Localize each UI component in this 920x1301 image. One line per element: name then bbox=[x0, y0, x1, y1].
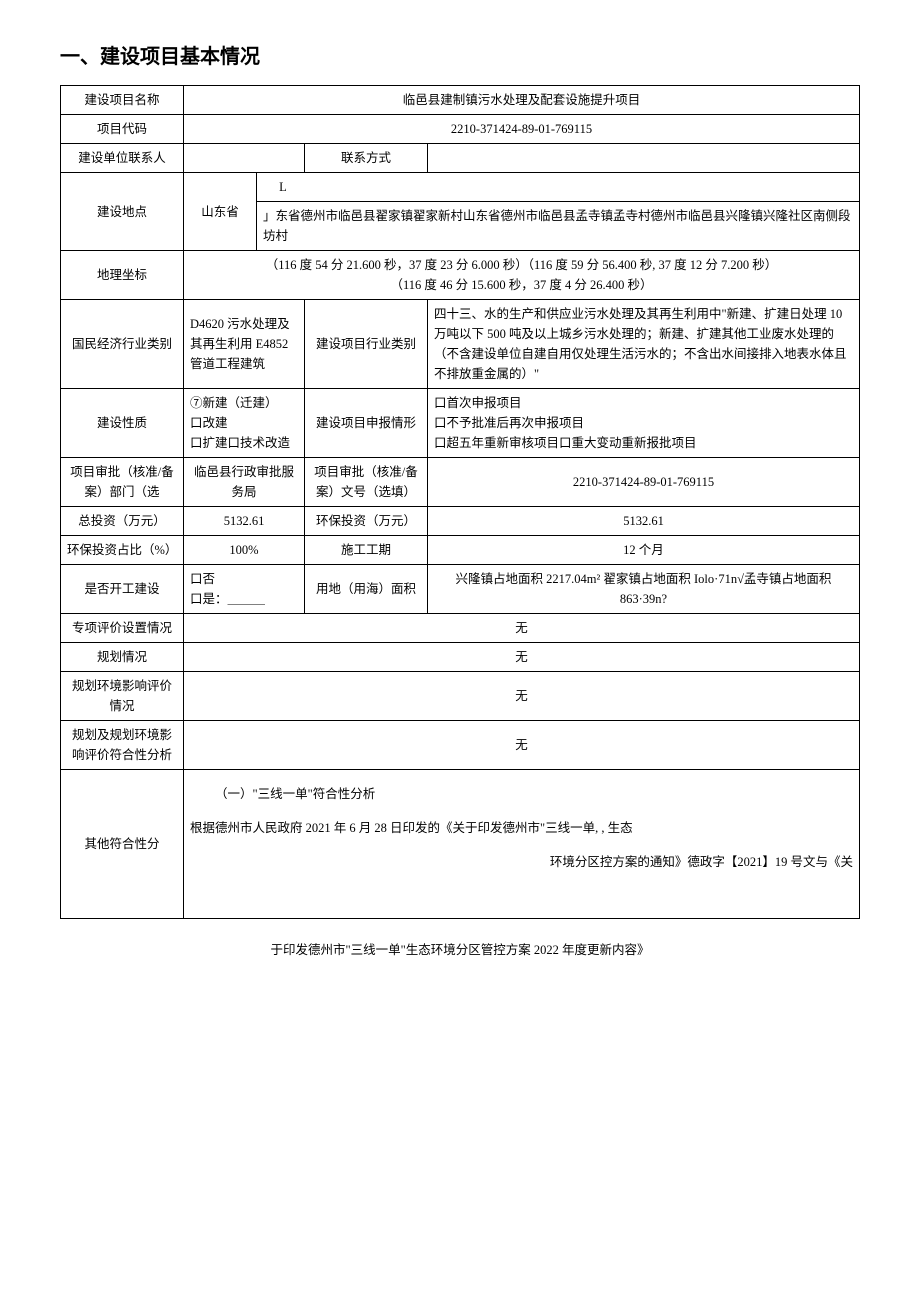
project-name-label: 建设项目名称 bbox=[61, 86, 184, 115]
other-conf-value: （一）"三线一单"符合性分析 根据德州市人民政府 2021 年 6 月 28 日… bbox=[184, 770, 860, 919]
land-label: 用地（用海）面积 bbox=[305, 565, 428, 614]
contact-person-label: 建设单位联系人 bbox=[61, 144, 184, 173]
contact-person-value bbox=[184, 144, 305, 173]
project-code-label: 项目代码 bbox=[61, 115, 184, 144]
declare-options: 口首次申报项目 口不予批准后再次申报项目 口超五年重新审核项目口重大变动重新报批… bbox=[428, 389, 860, 458]
table-row: 是否开工建设 口否 口是：＿＿＿ 用地（用海）面积 兴隆镇占地面积 2217.0… bbox=[61, 565, 860, 614]
env-inv-label: 环保投资（万元） bbox=[305, 507, 428, 536]
industry-cat-value: D4620 污水处理及其再生利用 E4852 管道工程建筑 bbox=[184, 300, 305, 389]
plan-env-label: 规划环境影响评价情况 bbox=[61, 672, 184, 721]
table-row: 建设项目名称 临邑县建制镇污水处理及配套设施提升项目 bbox=[61, 86, 860, 115]
project-industry-label: 建设项目行业类别 bbox=[305, 300, 428, 389]
table-row: 建设地点 山东省 L 」东省德州市临邑县翟家镇翟家新村山东省德州市临邑县孟寺镇孟… bbox=[61, 173, 860, 251]
approval-no-value: 2210-371424-89-01-769115 bbox=[428, 458, 860, 507]
contact-method-value bbox=[428, 144, 860, 173]
table-row: 其他符合性分 （一）"三线一单"符合性分析 根据德州市人民政府 2021 年 6… bbox=[61, 770, 860, 919]
table-row: 国民经济行业类别 D4620 污水处理及其再生利用 E4852 管道工程建筑 建… bbox=[61, 300, 860, 389]
duration-value: 12 个月 bbox=[428, 536, 860, 565]
land-value: 兴隆镇占地面积 2217.04m² 翟家镇占地面积 Iolo·71n√孟寺镇占地… bbox=[428, 565, 860, 614]
table-row: 规划情况 无 bbox=[61, 643, 860, 672]
special-eval-value: 无 bbox=[184, 614, 860, 643]
section-title: 一、建设项目基本情况 bbox=[60, 40, 860, 69]
table-row: 规划及规划环境影响评价符合性分析 无 bbox=[61, 721, 860, 770]
plan-conf-label: 规划及规划环境影响评价符合性分析 bbox=[61, 721, 184, 770]
total-inv-value: 5132.61 bbox=[184, 507, 305, 536]
location-label: 建设地点 bbox=[61, 173, 184, 251]
table-row: 项目代码 2210-371424-89-01-769115 bbox=[61, 115, 860, 144]
footer-note: 于印发德州市"三线一单"生态环境分区管控方案 2022 年度更新内容》 bbox=[60, 939, 860, 958]
total-inv-label: 总投资（万元） bbox=[61, 507, 184, 536]
duration-label: 施工工期 bbox=[305, 536, 428, 565]
env-ratio-label: 环保投资占比（%） bbox=[61, 536, 184, 565]
declare-label: 建设项目申报情形 bbox=[305, 389, 428, 458]
table-row: 地理坐标 （116 度 54 分 21.600 秒，37 度 23 分 6.00… bbox=[61, 251, 860, 300]
contact-method-label: 联系方式 bbox=[305, 144, 428, 173]
table-row: 专项评价设置情况 无 bbox=[61, 614, 860, 643]
table-row: 建设性质 ⑦新建（迁建） 口改建 口扩建口技术改造 建设项目申报情形 口首次申报… bbox=[61, 389, 860, 458]
other-conf-heading: （一）"三线一单"符合性分析 bbox=[190, 784, 853, 804]
coords-label: 地理坐标 bbox=[61, 251, 184, 300]
project-name-value: 临邑县建制镇污水处理及配套设施提升项目 bbox=[184, 86, 860, 115]
project-industry-value: 四十三、水的生产和供应业污水处理及其再生利用中"新建、扩建日处理 10 万吨以下… bbox=[428, 300, 860, 389]
plan-label: 规划情况 bbox=[61, 643, 184, 672]
table-row: 环保投资占比（%） 100% 施工工期 12 个月 bbox=[61, 536, 860, 565]
approval-no-label: 项目审批（核准/备案）文号（选填） bbox=[305, 458, 428, 507]
location-value: 山东省 L 」东省德州市临邑县翟家镇翟家新村山东省德州市临邑县孟寺镇孟寺村德州市… bbox=[184, 173, 860, 251]
industry-cat-label: 国民经济行业类别 bbox=[61, 300, 184, 389]
approval-dept-value: 临邑县行政审批服务局 bbox=[184, 458, 305, 507]
nature-options: ⑦新建（迁建） 口改建 口扩建口技术改造 bbox=[184, 389, 305, 458]
plan-env-value: 无 bbox=[184, 672, 860, 721]
table-row: 总投资（万元） 5132.61 环保投资（万元） 5132.61 bbox=[61, 507, 860, 536]
coords-value: （116 度 54 分 21.600 秒，37 度 23 分 6.000 秒）（… bbox=[184, 251, 860, 300]
plan-conf-value: 无 bbox=[184, 721, 860, 770]
basic-info-table: 建设项目名称 临邑县建制镇污水处理及配套设施提升项目 项目代码 2210-371… bbox=[60, 85, 860, 919]
other-conf-p2: 环境分区控方案的通知》德政字【2021】19 号文与《关 bbox=[190, 852, 853, 872]
location-empty bbox=[309, 173, 859, 202]
started-options: 口否 口是：＿＿＿ bbox=[184, 565, 305, 614]
other-conf-p1: 根据德州市人民政府 2021 年 6 月 28 日印发的《关于印发德州市"三线一… bbox=[190, 818, 853, 838]
nature-label: 建设性质 bbox=[61, 389, 184, 458]
project-code-value: 2210-371424-89-01-769115 bbox=[184, 115, 860, 144]
env-ratio-value: 100% bbox=[184, 536, 305, 565]
plan-value: 无 bbox=[184, 643, 860, 672]
other-conf-label: 其他符合性分 bbox=[61, 770, 184, 919]
location-prefix: 山东省 bbox=[184, 173, 257, 250]
location-text: 」东省德州市临邑县翟家镇翟家新村山东省德州市临邑县孟寺镇孟寺村德州市临邑县兴隆镇… bbox=[257, 202, 860, 251]
special-eval-label: 专项评价设置情况 bbox=[61, 614, 184, 643]
table-row: 规划环境影响评价情况 无 bbox=[61, 672, 860, 721]
location-box: L bbox=[257, 173, 310, 202]
table-row: 建设单位联系人 联系方式 bbox=[61, 144, 860, 173]
table-row: 项目审批（核准/备案）部门（选 临邑县行政审批服务局 项目审批（核准/备案）文号… bbox=[61, 458, 860, 507]
started-label: 是否开工建设 bbox=[61, 565, 184, 614]
env-inv-value: 5132.61 bbox=[428, 507, 860, 536]
approval-dept-label: 项目审批（核准/备案）部门（选 bbox=[61, 458, 184, 507]
